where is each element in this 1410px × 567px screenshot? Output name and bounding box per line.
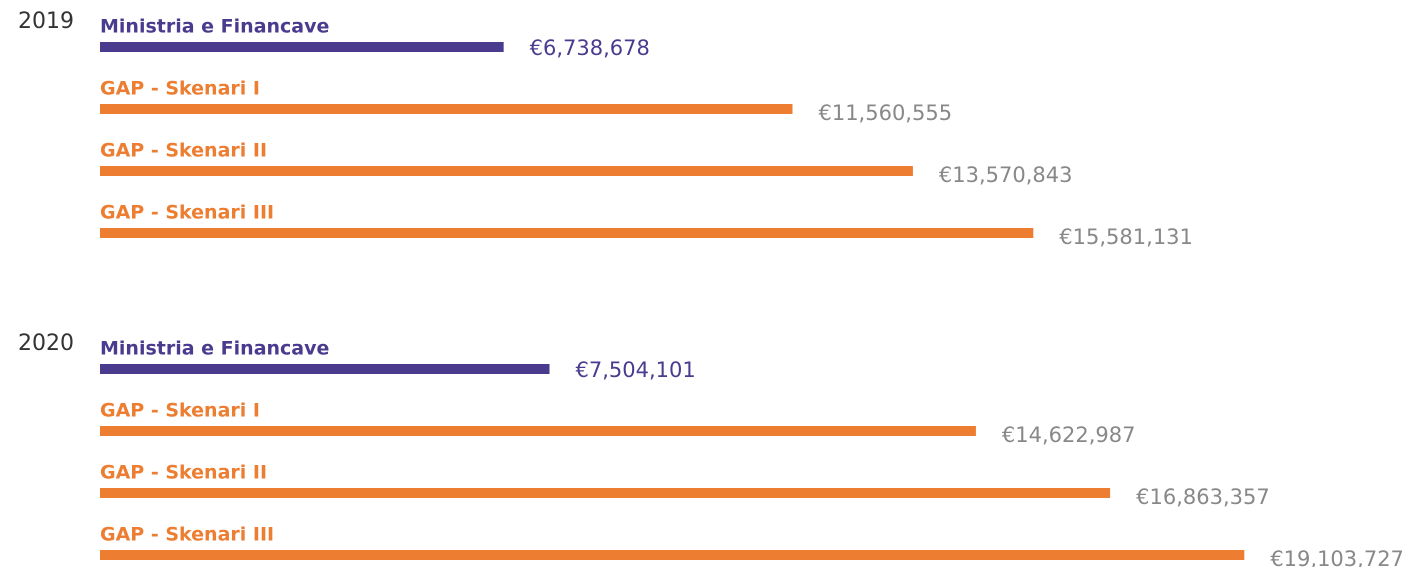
category-label: GAP - Skenari III bbox=[100, 524, 274, 546]
category-label: GAP - Skenari III bbox=[100, 202, 274, 224]
value-label: €15,581,131 bbox=[1059, 225, 1193, 249]
bar bbox=[100, 488, 1111, 498]
category-label: GAP - Skenari I bbox=[100, 400, 260, 422]
bar bbox=[100, 166, 913, 176]
bar bbox=[100, 228, 1034, 238]
bar bbox=[100, 550, 1245, 560]
bar bbox=[100, 42, 504, 52]
category-label: GAP - Skenari II bbox=[100, 140, 267, 162]
year-label: 2019 bbox=[18, 9, 74, 34]
category-label: Ministria e Financave bbox=[100, 16, 329, 38]
value-label: €6,738,678 bbox=[530, 36, 650, 60]
value-label: €14,622,987 bbox=[1002, 423, 1136, 447]
value-label: €13,570,843 bbox=[939, 163, 1073, 187]
value-label: €19,103,727 bbox=[1270, 547, 1404, 567]
category-label: Ministria e Financave bbox=[100, 338, 329, 360]
bar bbox=[100, 104, 793, 114]
category-label: GAP - Skenari I bbox=[100, 78, 260, 100]
year-label: 2020 bbox=[18, 331, 74, 356]
value-label: €16,863,357 bbox=[1136, 485, 1270, 509]
bar bbox=[100, 426, 976, 436]
value-label: €11,560,555 bbox=[818, 101, 952, 125]
category-label: GAP - Skenari II bbox=[100, 462, 267, 484]
bar bbox=[100, 364, 550, 374]
value-label: €7,504,101 bbox=[575, 358, 695, 382]
